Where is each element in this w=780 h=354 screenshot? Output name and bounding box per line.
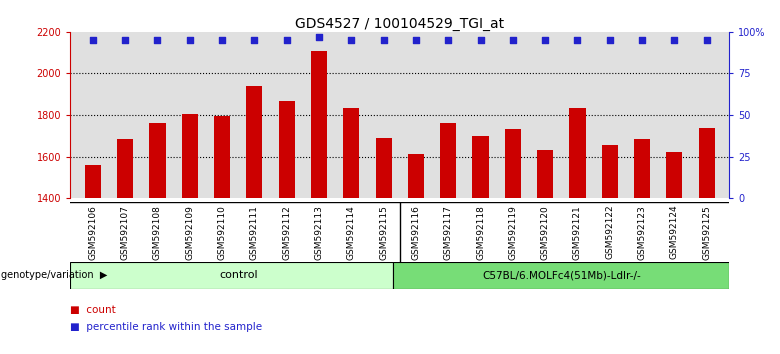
Text: ■  count: ■ count bbox=[70, 305, 116, 315]
Point bbox=[442, 37, 455, 43]
Bar bbox=[278, 101, 295, 198]
Text: GSM592123: GSM592123 bbox=[637, 205, 647, 259]
Bar bbox=[311, 51, 327, 198]
Point bbox=[571, 37, 583, 43]
Point bbox=[604, 37, 616, 43]
Text: GSM592119: GSM592119 bbox=[509, 205, 517, 260]
Text: C57BL/6.MOLFc4(51Mb)-Ldlr-/-: C57BL/6.MOLFc4(51Mb)-Ldlr-/- bbox=[482, 270, 640, 280]
Point bbox=[700, 37, 713, 43]
Point bbox=[410, 37, 422, 43]
Point bbox=[151, 37, 164, 43]
Bar bbox=[537, 150, 553, 198]
Text: GSM592113: GSM592113 bbox=[314, 205, 324, 260]
Bar bbox=[149, 123, 165, 198]
Point bbox=[281, 37, 293, 43]
Text: GSM592118: GSM592118 bbox=[476, 205, 485, 260]
Text: GSM592115: GSM592115 bbox=[379, 205, 388, 260]
Text: GSM592116: GSM592116 bbox=[411, 205, 420, 260]
Text: control: control bbox=[219, 270, 257, 280]
Bar bbox=[85, 165, 101, 198]
Bar bbox=[666, 153, 682, 198]
Text: GSM592112: GSM592112 bbox=[282, 205, 291, 259]
Text: GSM592122: GSM592122 bbox=[605, 205, 615, 259]
Point bbox=[636, 37, 648, 43]
Point bbox=[87, 37, 99, 43]
Bar bbox=[393, 262, 729, 289]
Text: GSM592109: GSM592109 bbox=[185, 205, 194, 260]
Text: genotype/variation  ▶: genotype/variation ▶ bbox=[1, 270, 107, 280]
Text: GSM592117: GSM592117 bbox=[444, 205, 452, 260]
Point bbox=[313, 34, 325, 40]
Text: GSM592125: GSM592125 bbox=[702, 205, 711, 259]
Text: GSM592121: GSM592121 bbox=[573, 205, 582, 259]
Point bbox=[119, 37, 131, 43]
Point bbox=[183, 37, 196, 43]
Bar bbox=[634, 139, 651, 198]
Bar bbox=[699, 127, 714, 198]
Bar bbox=[440, 123, 456, 198]
Point bbox=[474, 37, 487, 43]
Text: GSM592124: GSM592124 bbox=[670, 205, 679, 259]
Bar bbox=[569, 108, 586, 198]
Point bbox=[248, 37, 261, 43]
Bar bbox=[375, 138, 392, 198]
Bar bbox=[408, 154, 424, 198]
Point bbox=[216, 37, 229, 43]
Text: GSM592111: GSM592111 bbox=[250, 205, 259, 260]
Text: GSM592108: GSM592108 bbox=[153, 205, 162, 260]
Bar bbox=[182, 114, 198, 198]
Point bbox=[345, 37, 357, 43]
Point bbox=[539, 37, 551, 43]
Text: GSM592110: GSM592110 bbox=[218, 205, 226, 260]
Bar bbox=[505, 129, 521, 198]
Text: GSM592120: GSM592120 bbox=[541, 205, 550, 259]
Bar bbox=[343, 108, 360, 198]
Text: ■  percentile rank within the sample: ■ percentile rank within the sample bbox=[70, 322, 262, 332]
Bar bbox=[70, 262, 393, 289]
Bar bbox=[601, 145, 618, 198]
Text: GSM592106: GSM592106 bbox=[88, 205, 98, 260]
Point bbox=[668, 37, 681, 43]
Bar bbox=[473, 136, 488, 198]
Point bbox=[378, 37, 390, 43]
Bar bbox=[214, 116, 230, 198]
Title: GDS4527 / 100104529_TGI_at: GDS4527 / 100104529_TGI_at bbox=[295, 17, 505, 31]
Bar bbox=[246, 86, 262, 198]
Text: GSM592114: GSM592114 bbox=[347, 205, 356, 259]
Bar bbox=[117, 139, 133, 198]
Text: GSM592107: GSM592107 bbox=[121, 205, 129, 260]
Point bbox=[506, 37, 519, 43]
